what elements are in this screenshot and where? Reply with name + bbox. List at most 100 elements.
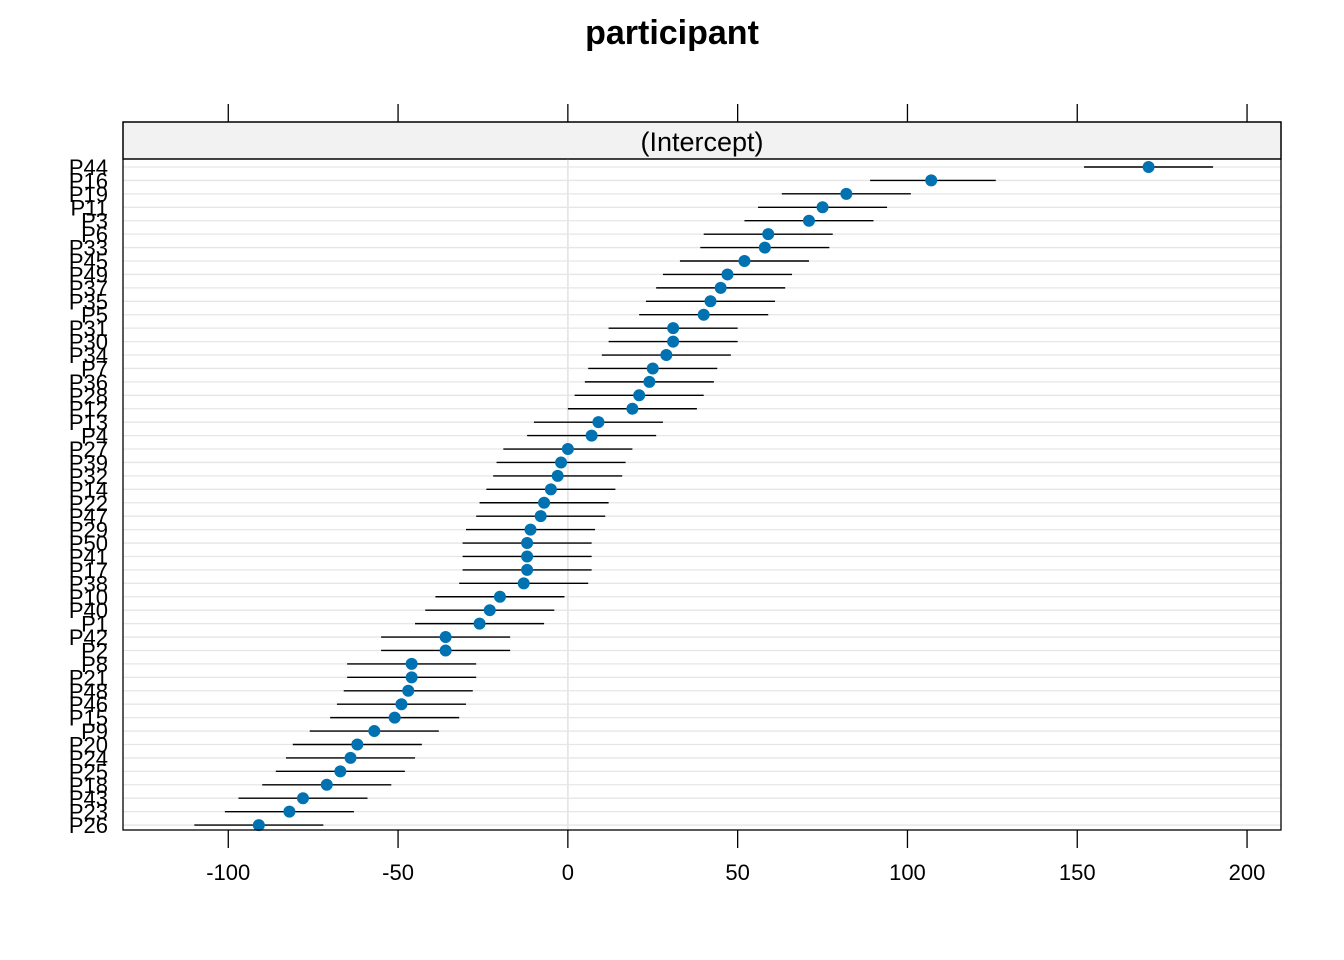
category-label: P25 — [69, 759, 108, 784]
category-label: P3 — [81, 209, 108, 234]
data-point — [551, 469, 564, 482]
category-label: P23 — [69, 800, 108, 825]
category-label: P44 — [69, 155, 108, 180]
data-point — [1142, 161, 1155, 173]
error-bars — [194, 166, 1214, 826]
category-label: P6 — [81, 222, 108, 247]
category-label: P31 — [69, 316, 108, 341]
category-label: P37 — [69, 276, 108, 301]
x-tick-label: 0 — [562, 860, 574, 885]
data-point — [521, 563, 534, 576]
data-point — [697, 308, 710, 321]
category-label: P50 — [69, 531, 108, 556]
category-label: P47 — [69, 504, 108, 529]
category-label: P4 — [81, 424, 108, 449]
data-point — [388, 711, 401, 724]
category-label: P32 — [69, 464, 108, 489]
data-point — [592, 416, 605, 429]
category-label: P8 — [81, 652, 108, 677]
category-label: P36 — [69, 370, 108, 395]
chart-title: participant — [585, 14, 759, 52]
axis-ticks: -100 -50 0 50 100 150 200 — [206, 104, 1265, 885]
data-point — [538, 496, 551, 509]
category-label: P33 — [69, 236, 108, 261]
data-point — [633, 389, 646, 402]
data-point — [738, 255, 751, 268]
category-label: P13 — [69, 410, 108, 435]
x-tick-label: -100 — [206, 860, 250, 885]
category-label: P21 — [69, 665, 108, 690]
category-label: P12 — [69, 397, 108, 422]
category-label: P19 — [69, 182, 108, 207]
data-point — [802, 214, 815, 227]
data-point — [646, 362, 659, 375]
data-point — [585, 429, 598, 442]
data-point — [344, 751, 357, 764]
data-point — [473, 617, 486, 630]
category-label: P45 — [69, 249, 108, 274]
data-point — [395, 698, 408, 711]
data-point — [721, 268, 734, 281]
data-point — [555, 456, 568, 469]
category-label: P38 — [69, 571, 108, 596]
category-label: P41 — [69, 544, 108, 569]
data-point — [704, 295, 717, 308]
data-point — [521, 550, 534, 563]
category-label: P14 — [69, 477, 108, 502]
panel-frame — [122, 121, 1282, 831]
category-label: P26 — [69, 813, 108, 838]
category-label: P2 — [81, 638, 108, 663]
data-point — [667, 322, 680, 335]
category-label: P20 — [69, 732, 108, 757]
category-label: P40 — [69, 598, 108, 623]
data-point — [534, 510, 547, 523]
panel-strip — [122, 121, 1282, 160]
panel-strip-label: (Intercept) — [640, 127, 763, 157]
data-point — [524, 523, 537, 536]
data-point — [368, 725, 381, 738]
category-label: P17 — [69, 558, 108, 583]
category-label: P49 — [69, 262, 108, 287]
data-point — [925, 174, 938, 187]
data-point — [405, 671, 418, 684]
category-label: P42 — [69, 625, 108, 650]
data-point — [296, 792, 309, 805]
x-tick-label: 200 — [1229, 860, 1266, 885]
data-point — [517, 577, 530, 590]
data-point — [252, 819, 265, 832]
category-labels: P44P16P19P11P3P6P33P45P49P37P35P5P31P30P… — [69, 155, 108, 838]
data-point — [320, 778, 333, 791]
data-point — [544, 483, 557, 496]
x-tick-label: 100 — [889, 860, 926, 885]
data-point — [758, 241, 771, 254]
x-tick-label: 50 — [725, 860, 749, 885]
data-point — [816, 201, 829, 214]
category-label: P5 — [81, 303, 108, 328]
category-label: P16 — [69, 168, 108, 193]
data-point — [660, 349, 673, 362]
data-point — [334, 765, 347, 778]
data-point — [283, 805, 296, 818]
data-point — [561, 443, 574, 456]
data-point — [439, 644, 452, 657]
category-label: P48 — [69, 679, 108, 704]
data-point — [762, 228, 775, 241]
category-label: P18 — [69, 773, 108, 798]
data-point — [626, 402, 639, 415]
category-label: P24 — [69, 746, 108, 771]
category-label: P15 — [69, 706, 108, 731]
data-point — [402, 684, 415, 697]
data-point — [351, 738, 364, 751]
category-label: P39 — [69, 450, 108, 475]
x-tick-label: -50 — [382, 860, 414, 885]
category-label: P46 — [69, 692, 108, 717]
category-label: P22 — [69, 491, 108, 516]
category-label: P35 — [69, 289, 108, 314]
category-label: P7 — [81, 356, 108, 381]
category-label: P9 — [81, 719, 108, 744]
data-point — [714, 281, 727, 294]
category-label: P11 — [70, 195, 108, 220]
category-label: P43 — [69, 786, 108, 811]
x-tick-label: 150 — [1059, 860, 1096, 885]
